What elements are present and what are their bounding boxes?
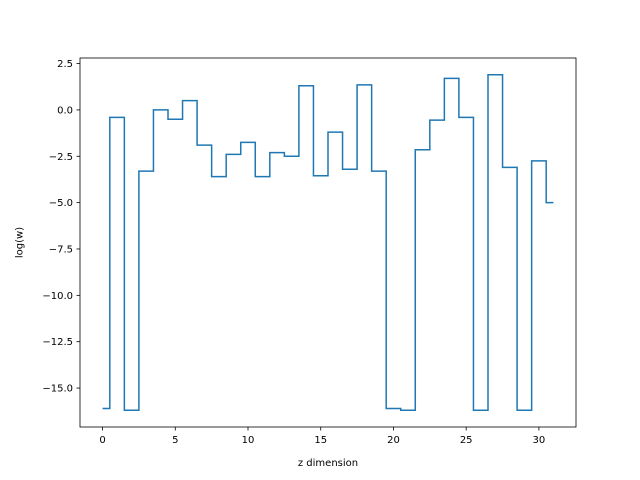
y-tick-label: −7.5 <box>49 244 73 255</box>
axes-frame <box>79 57 577 428</box>
x-axis-ticks: 0 5 10 15 20 25 30 <box>99 427 545 446</box>
y-axis-label: log(w) <box>15 227 26 258</box>
y-tick-label: 2.5 <box>57 59 73 70</box>
y-tick-label: −15.0 <box>42 384 73 395</box>
x-tick-label: 10 <box>242 435 255 446</box>
y-axis-ticks: 2.5 0.0 −2.5 −5.0 −7.5 −10.0 −12.5 −15.0 <box>42 59 80 395</box>
x-tick-label: 0 <box>99 435 105 446</box>
x-tick-label: 5 <box>172 435 178 446</box>
series-line-0 <box>102 73 554 412</box>
x-tick-label: 15 <box>314 435 327 446</box>
y-tick-label: −5.0 <box>49 198 73 209</box>
x-tick-label: 25 <box>460 435 473 446</box>
x-tick-label: 30 <box>533 435 546 446</box>
plot-area <box>102 73 554 412</box>
y-tick-label: −10.0 <box>42 291 73 302</box>
x-tick-label: 20 <box>387 435 400 446</box>
y-tick-label: 0.0 <box>57 105 73 116</box>
y-tick-label: −12.5 <box>42 337 73 348</box>
x-axis-label: z dimension <box>298 458 358 469</box>
y-tick-label: −2.5 <box>49 152 73 163</box>
